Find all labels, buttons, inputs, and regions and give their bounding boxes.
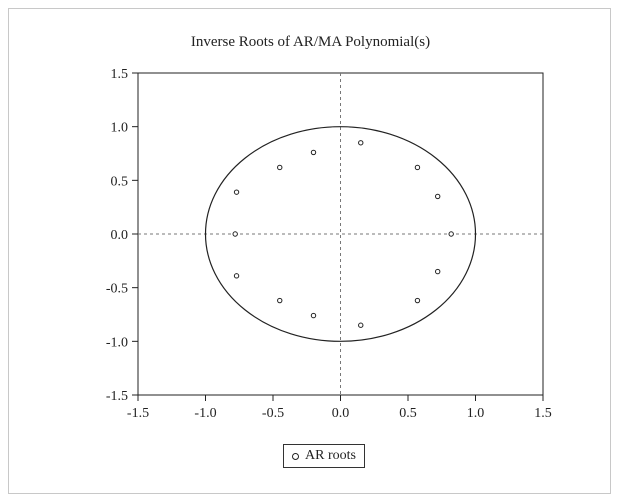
x-tick-label: -0.5 xyxy=(262,406,284,421)
legend-marker-icon xyxy=(292,453,299,460)
ar-root-point xyxy=(359,323,363,327)
y-tick-label: 0.0 xyxy=(111,228,129,243)
ar-root-point xyxy=(278,165,282,169)
x-tick-label: -1.5 xyxy=(127,406,149,421)
ar-root-point xyxy=(436,269,440,273)
ar-root-point xyxy=(278,298,282,302)
y-tick-label: 1.5 xyxy=(111,67,129,82)
ar-root-point xyxy=(311,313,315,317)
ar-root-point xyxy=(311,150,315,154)
x-tick-label: 1.0 xyxy=(467,406,485,421)
ar-root-point xyxy=(415,298,419,302)
ar-root-point xyxy=(233,232,237,236)
x-tick-label: 0.5 xyxy=(399,406,417,421)
y-tick-label: -0.5 xyxy=(106,282,128,297)
ar-root-point xyxy=(436,194,440,198)
y-tick-label: -1.0 xyxy=(106,335,128,350)
x-tick-label: 1.5 xyxy=(534,406,552,421)
x-tick-label: -1.0 xyxy=(194,406,216,421)
ar-root-point xyxy=(449,232,453,236)
y-tick-label: 1.0 xyxy=(111,121,129,136)
ar-root-point xyxy=(359,141,363,145)
ar-root-point xyxy=(234,190,238,194)
legend-label: AR roots xyxy=(305,448,356,464)
ar-root-point xyxy=(415,165,419,169)
y-tick-label: -1.5 xyxy=(106,389,128,404)
legend: AR roots xyxy=(283,444,365,468)
ar-root-point xyxy=(234,274,238,278)
x-tick-label: 0.0 xyxy=(332,406,350,421)
y-tick-label: 0.5 xyxy=(111,174,129,189)
